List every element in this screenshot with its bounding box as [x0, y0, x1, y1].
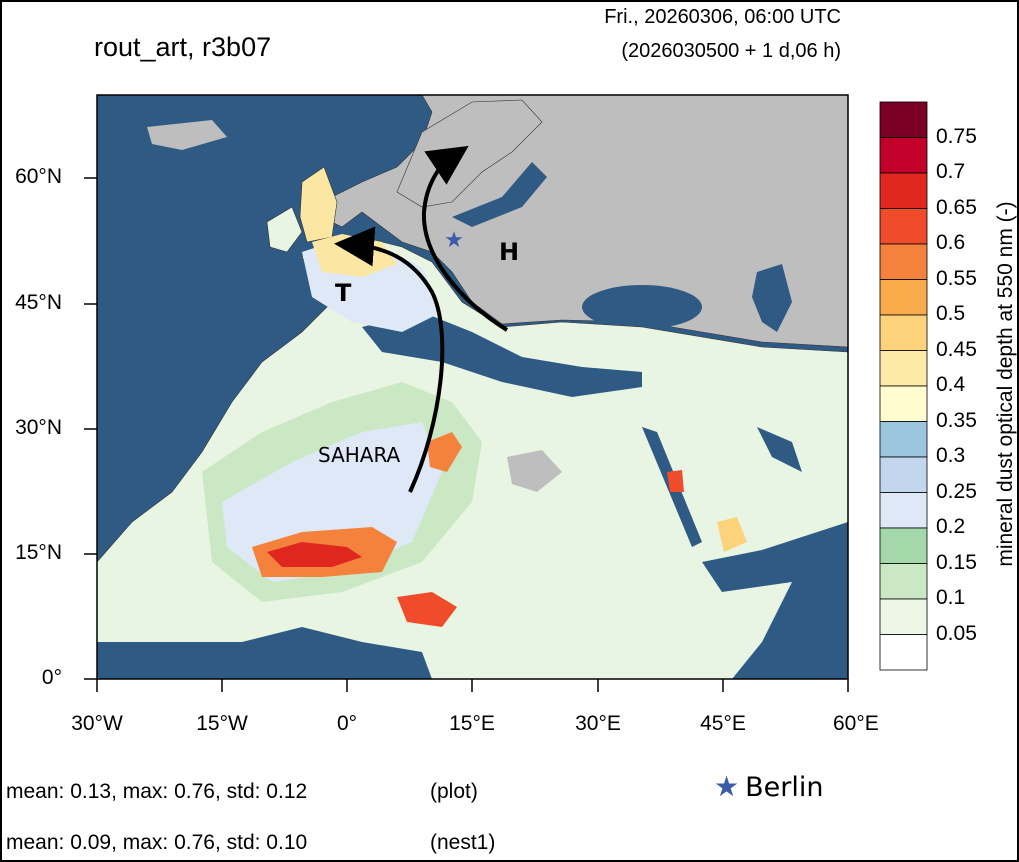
lon-tick-30w: 30°W: [71, 712, 123, 735]
colorbar-swatch: [879, 421, 928, 458]
colorbar-tick: 0.1: [936, 586, 966, 609]
colorbar-tick: 0.7: [936, 160, 966, 183]
lat-tick-60n: 60°N: [15, 165, 62, 188]
colorbar-tick: 0.5: [936, 302, 966, 325]
valid-time: Fri., 20260306, 06:00 UTC: [604, 6, 841, 28]
colorbar-tick: 0.25: [936, 479, 977, 503]
stats-plot: mean: 0.13, max: 0.76, std: 0.12 (plot): [6, 780, 478, 804]
baltic-sea: [452, 162, 547, 227]
lat-tick-15n: 15°N: [15, 541, 62, 564]
run-title: rout_art, r3b07: [94, 32, 272, 62]
lon-tick-30e: 30°E: [575, 712, 621, 735]
sahara-label: SAHARA: [318, 443, 401, 467]
berlin-marker-icon: ★: [444, 228, 464, 253]
british-isles: [266, 206, 303, 253]
lat-tick-45n: 45°N: [15, 291, 62, 314]
berlin-star-icon: ★: [714, 770, 740, 803]
iceland: [147, 120, 227, 150]
dust-core-red-sea: [667, 470, 684, 492]
colorbar-tick: 0.2: [936, 515, 966, 538]
black-sea: [582, 285, 702, 329]
colorbar-tick: 0.45: [936, 337, 977, 361]
lon-tick-15e: 15°E: [449, 712, 495, 735]
lon-tick-15w: 15°W: [196, 712, 248, 735]
colorbar-tick: 0.55: [936, 266, 977, 290]
colorbar-swatch: [879, 563, 928, 600]
colorbar-swatch: [879, 137, 928, 174]
lon-tick-0: 0°: [336, 712, 358, 735]
lat-tick-0: 0°: [41, 666, 62, 689]
colorbar-swatch: [879, 527, 928, 564]
colorbar-swatch: [879, 101, 928, 138]
colorbar-swatch: [879, 208, 928, 245]
berlin-legend-label: Berlin: [745, 772, 824, 803]
stats-plot-values: mean: 0.13, max: 0.76, std: 0.12: [6, 780, 308, 803]
colorbar-swatch: [879, 598, 928, 635]
trough-label: T: [335, 279, 352, 307]
axis-ticks: [84, 177, 849, 692]
mediterranean: [362, 312, 642, 397]
dust-core-west-inner: [267, 542, 362, 567]
colorbar: [879, 101, 928, 671]
trajectory-arrow-sahara-to-europe: [334, 226, 445, 493]
dust-core-chad: [427, 432, 462, 472]
colorbar-tick: 0.3: [936, 444, 966, 467]
colorbar-swatch: [879, 279, 928, 316]
stats-nest-values: mean: 0.09, max: 0.76, std: 0.10: [6, 831, 308, 854]
colorbar-tick: 0.15: [936, 550, 977, 574]
colorbar-tick: 0.75: [936, 124, 977, 148]
dust-core-yemen: [717, 517, 747, 552]
lon-tick-60e: 60°E: [833, 712, 879, 735]
colorbar-tick: 0.35: [936, 408, 977, 432]
init-time: (2026030500 + 1 d,06 h): [621, 40, 841, 62]
colorbar-swatch: [879, 634, 928, 671]
stats-plot-tag: (plot): [430, 780, 478, 803]
berlin-legend: ★ Berlin: [714, 770, 823, 803]
colorbar-tick: 0.05: [936, 621, 977, 645]
dust-core-south: [397, 592, 457, 627]
colorbar-tick: 0.4: [936, 373, 966, 396]
high-pressure-label: H: [499, 238, 520, 266]
lon-tick-45e: 45°E: [700, 712, 746, 735]
persian-gulf: [757, 427, 802, 472]
trajectory-arrow-balkans-to-scandinavia: [421, 145, 509, 332]
colorbar-label: mineral dust optical depth at 550 nm (-): [994, 201, 1017, 567]
stats-nest-tag: (nest1): [430, 831, 496, 854]
colorbar-swatch: [879, 456, 928, 493]
colorbar-swatch: [879, 314, 928, 351]
colorbar-swatch: [879, 243, 928, 280]
colorbar-tick: 0.6: [936, 231, 966, 254]
gulf-of-aden-arabian-sea: [702, 522, 848, 679]
gulf-of-guinea: [97, 627, 432, 679]
caspian-sea: [752, 264, 792, 332]
stats-nest: mean: 0.09, max: 0.76, std: 0.10 (nest1): [6, 831, 495, 855]
colorbar-tick: 0.65: [936, 195, 977, 219]
colorbar-swatch: [879, 172, 928, 209]
colorbar-swatch: [879, 350, 928, 387]
colorbar-swatch: [879, 492, 928, 529]
colorbar-swatch: [879, 385, 928, 422]
lat-tick-30n: 30°N: [15, 416, 62, 439]
elevated-terrain: [507, 450, 562, 492]
